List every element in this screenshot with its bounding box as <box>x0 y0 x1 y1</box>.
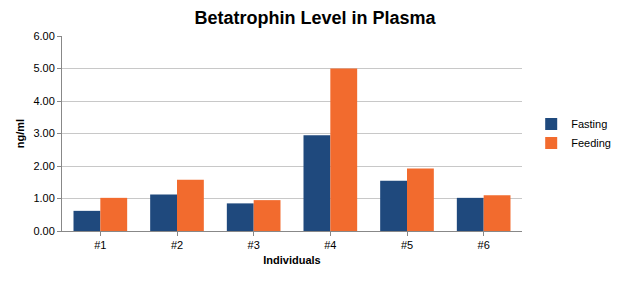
svg-text:#6: #6 <box>478 239 490 251</box>
svg-text:0.00: 0.00 <box>33 225 54 237</box>
svg-text:#4: #4 <box>324 239 336 251</box>
svg-text:5.00: 5.00 <box>33 62 54 74</box>
svg-text:Feeding: Feeding <box>571 137 611 149</box>
svg-text:6.00: 6.00 <box>33 30 54 42</box>
svg-text:3.00: 3.00 <box>33 127 54 139</box>
svg-text:#5: #5 <box>401 239 413 251</box>
svg-text:1.00: 1.00 <box>33 192 54 204</box>
svg-text:Betatrophin Level in Plasma: Betatrophin Level in Plasma <box>194 8 436 28</box>
svg-text:Fasting: Fasting <box>571 118 607 130</box>
svg-text:ng/ml: ng/ml <box>14 119 26 148</box>
svg-text:Individuals: Individuals <box>263 254 320 266</box>
svg-text:2.00: 2.00 <box>33 160 54 172</box>
svg-text:4.00: 4.00 <box>33 95 54 107</box>
svg-text:#3: #3 <box>248 239 260 251</box>
svg-text:#1: #1 <box>94 239 106 251</box>
svg-text:#2: #2 <box>171 239 183 251</box>
